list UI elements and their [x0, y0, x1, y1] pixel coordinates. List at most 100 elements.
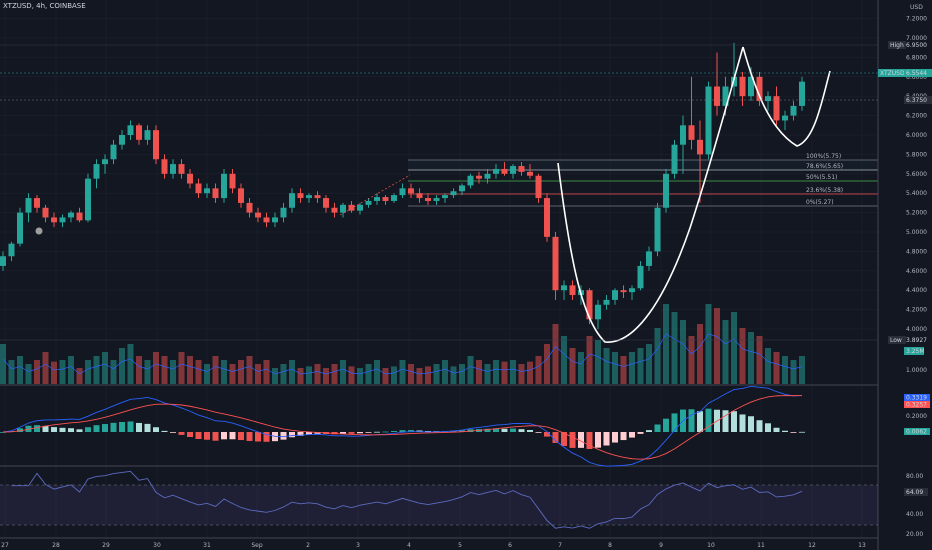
candle-body[interactable] — [340, 204, 346, 213]
candle-body[interactable] — [484, 173, 491, 179]
candle-body[interactable] — [518, 166, 525, 172]
candle-body[interactable] — [646, 251, 652, 266]
candle-body[interactable] — [204, 188, 210, 194]
candle-body[interactable] — [680, 125, 686, 145]
candle-body[interactable] — [722, 86, 729, 106]
candle-body[interactable] — [144, 130, 151, 140]
candle-body[interactable] — [399, 188, 406, 196]
candle-body[interactable] — [544, 198, 550, 237]
candle-body[interactable] — [459, 185, 465, 192]
candle-body[interactable] — [314, 195, 321, 199]
candle-body[interactable] — [280, 207, 287, 218]
candle-body[interactable] — [476, 175, 482, 179]
candle-body[interactable] — [595, 304, 601, 320]
candle-body[interactable] — [85, 178, 91, 221]
candle-body[interactable] — [493, 168, 499, 174]
candle-body[interactable] — [552, 236, 559, 291]
candle-body[interactable] — [34, 198, 40, 208]
candle-body[interactable] — [782, 115, 788, 121]
candle-body[interactable] — [357, 204, 363, 211]
candle-body[interactable] — [433, 198, 440, 201]
candle-body[interactable] — [93, 164, 100, 179]
candle-body[interactable] — [110, 144, 117, 160]
candle-body[interactable] — [416, 193, 423, 199]
candle-body[interactable] — [238, 188, 244, 203]
macd-pane[interactable] — [0, 408, 805, 450]
candle-body[interactable] — [425, 198, 431, 201]
candle-body[interactable] — [612, 290, 618, 300]
candle-body[interactable] — [348, 204, 355, 211]
candle-body[interactable] — [467, 175, 474, 186]
candle-body[interactable] — [569, 285, 576, 296]
candle-body[interactable] — [51, 217, 57, 223]
candle-body[interactable] — [501, 168, 508, 174]
candle-body[interactable] — [408, 188, 414, 194]
candle-body[interactable] — [323, 198, 329, 208]
candles[interactable] — [0, 42, 805, 329]
candle-body[interactable] — [382, 197, 389, 201]
candle-body[interactable] — [297, 193, 304, 199]
candle-body[interactable] — [527, 171, 533, 176]
fibonacci-retracement[interactable]: 100%(5.75) 78.6%(5.65) 50%(5.51) 23.6%(5.38… — [408, 153, 878, 207]
candle-body[interactable] — [161, 159, 168, 174]
candle-body[interactable] — [739, 76, 746, 97]
candle-body[interactable] — [535, 175, 542, 199]
time-axis[interactable]: 27 28 29 30 31 Sep 2 3 4 5 6 7 8 9 10 11 12 13 — [1, 542, 866, 549]
candle-body[interactable] — [799, 81, 805, 106]
volume-bar — [51, 361, 57, 384]
candle-body[interactable] — [586, 290, 593, 320]
candle-body[interactable] — [790, 105, 797, 116]
candle-body[interactable] — [212, 188, 219, 199]
candle-body[interactable] — [450, 191, 457, 196]
candle-body[interactable] — [748, 76, 754, 97]
candle-body[interactable] — [119, 135, 125, 145]
candle-body[interactable] — [620, 290, 627, 293]
candle-body[interactable] — [272, 217, 278, 223]
candle-body[interactable] — [365, 200, 372, 205]
candle-body[interactable] — [374, 197, 380, 201]
candle-body[interactable] — [178, 164, 185, 174]
candle-body[interactable] — [688, 125, 695, 140]
candle-body[interactable] — [255, 212, 261, 218]
candle-body[interactable] — [331, 207, 338, 213]
candle-body[interactable] — [391, 195, 397, 201]
candle-body[interactable] — [8, 243, 15, 257]
candle-body[interactable] — [102, 159, 108, 165]
price-axis[interactable]: 7.20007.00006.80006.60006.40006.20006.00… — [906, 16, 927, 333]
candle-body[interactable] — [136, 125, 142, 140]
candle-body[interactable] — [289, 193, 295, 208]
candle-body[interactable] — [0, 256, 6, 266]
candle-body[interactable] — [17, 212, 23, 244]
candle-body[interactable] — [561, 285, 567, 291]
candle-body[interactable] — [42, 207, 49, 218]
candle-body[interactable] — [263, 217, 270, 223]
candle-body[interactable] — [697, 139, 703, 155]
candle-body[interactable] — [59, 217, 66, 223]
candle-body[interactable] — [663, 173, 669, 208]
candle-body[interactable] — [127, 125, 134, 135]
candle-body[interactable] — [654, 207, 661, 252]
candle-body[interactable] — [714, 86, 720, 106]
candle-body[interactable] — [510, 166, 516, 174]
candle-body[interactable] — [68, 212, 74, 218]
candle-body[interactable] — [705, 86, 712, 155]
candle-body[interactable] — [153, 130, 159, 160]
candle-body[interactable] — [25, 198, 32, 213]
candle-body[interactable] — [195, 183, 202, 194]
candle-body[interactable] — [442, 195, 448, 199]
candle-body[interactable] — [170, 164, 176, 174]
candle-body[interactable] — [765, 96, 771, 102]
candle-body[interactable] — [629, 288, 635, 293]
candle-body[interactable] — [229, 173, 236, 189]
candle-body[interactable] — [756, 76, 763, 102]
candle-body[interactable] — [221, 173, 227, 199]
candle-body[interactable] — [306, 195, 312, 199]
candle-body[interactable] — [637, 265, 644, 289]
candle-body[interactable] — [76, 212, 83, 221]
candle-body[interactable] — [246, 202, 253, 213]
candle-body[interactable] — [773, 96, 780, 121]
candle-body[interactable] — [603, 299, 610, 305]
candle-body[interactable] — [671, 144, 678, 174]
candle-body[interactable] — [187, 173, 193, 184]
